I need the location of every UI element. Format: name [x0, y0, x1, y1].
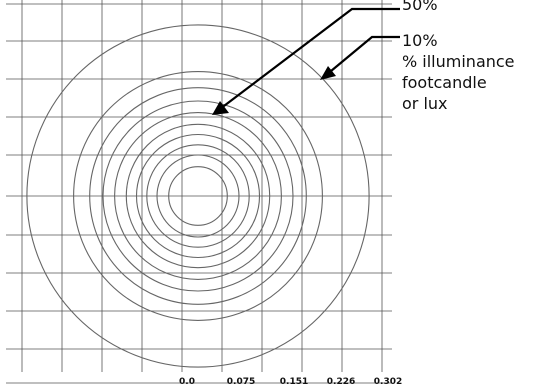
contour-rings: [26, 24, 370, 368]
grid-lines: [6, 0, 392, 384]
contour-ring-40: [102, 100, 294, 292]
arrow-50-leader: [215, 7, 400, 113]
x-tick-label: 0.0: [179, 377, 195, 387]
arrow-10-leader: [324, 35, 400, 77]
unit-label-illuminance: % illuminance: [402, 52, 515, 71]
contour-ring-50: [114, 112, 282, 280]
x-tick-labels: 0.0 0.075 0.151 0.226 0.302: [179, 377, 402, 387]
contour-ring-10: [26, 24, 370, 368]
x-tick-label: 0.075: [227, 377, 255, 387]
contour-ring-90: [156, 154, 240, 238]
contour-ring-70: [135, 133, 261, 259]
contour-ring-20: [73, 71, 323, 321]
unit-label-lux: or lux: [402, 94, 448, 113]
unit-label-footcandle: footcandle: [402, 73, 487, 92]
annotation-arrows: [212, 7, 400, 115]
contour-ring-30: [89, 87, 307, 305]
x-tick-label: 0.226: [327, 377, 355, 387]
contour-ring-60: [125, 123, 271, 269]
annotation-50-percent: 50%: [402, 0, 438, 14]
arrow-10-head: [320, 66, 336, 80]
annotation-10-percent-block: 10% % illuminance footcandle or lux: [402, 30, 515, 114]
arrow-50-head: [212, 101, 229, 115]
contour-ring-80: [146, 144, 250, 248]
annotation-10-percent: 10%: [402, 31, 438, 50]
x-tick-label: 0.151: [280, 377, 308, 387]
x-tick-label: 0.302: [374, 377, 402, 387]
contour-ring-100: [168, 166, 228, 226]
